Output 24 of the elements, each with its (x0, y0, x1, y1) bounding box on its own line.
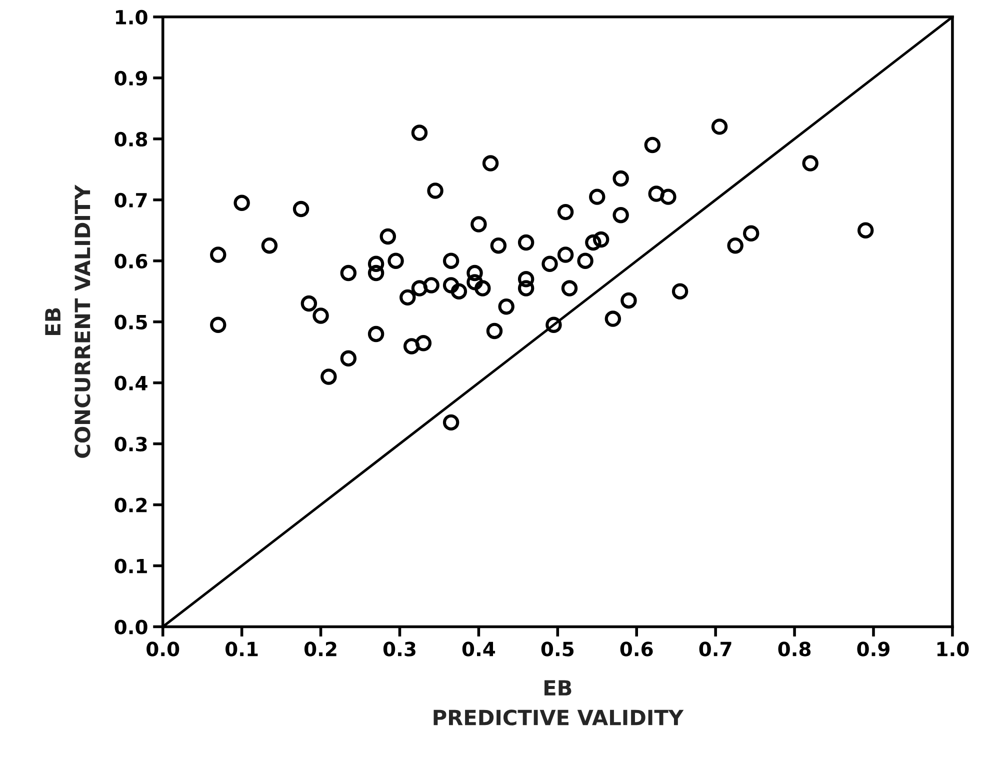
x-tick-label: 0.3 (383, 642, 416, 656)
x-tick-label: 0.4 (462, 642, 496, 656)
y-tick-label: 0.0 (114, 620, 148, 634)
y-tick-label: 0.1 (114, 558, 147, 574)
x-tick-label: 0.1 (226, 642, 258, 656)
y-tick-label: 0.3 (114, 436, 147, 452)
y-tick-label: 0.6 (114, 254, 148, 269)
y-tick-label: 0.8 (114, 132, 148, 147)
y-axis-title: EB CONCURRENT VALIDITY (45, 184, 90, 458)
y-tick-label: 0.7 (114, 192, 147, 208)
x-tick-label: 0.2 (304, 642, 336, 656)
x-tick-label: 1.0 (937, 642, 969, 656)
y-tick-label: 0.4 (114, 376, 148, 390)
x-axis-title: EB PREDICTIVE VALIDITY (434, 680, 684, 726)
y-tick-label: 0.2 (114, 498, 147, 512)
x-tick-label: 0.7 (699, 642, 732, 656)
x-tick-label: 0.8 (778, 642, 811, 656)
y-tick-label: 0.9 (114, 70, 148, 86)
y-tick-label: 0.5 (114, 314, 147, 330)
x-tick-label: 0.5 (541, 642, 574, 656)
x-tick-label: 0.0 (146, 642, 180, 656)
x-tick-label: 0.9 (857, 642, 890, 656)
x-tick-label: 0.6 (620, 642, 653, 656)
y-tick-label: 1.0 (116, 10, 148, 25)
